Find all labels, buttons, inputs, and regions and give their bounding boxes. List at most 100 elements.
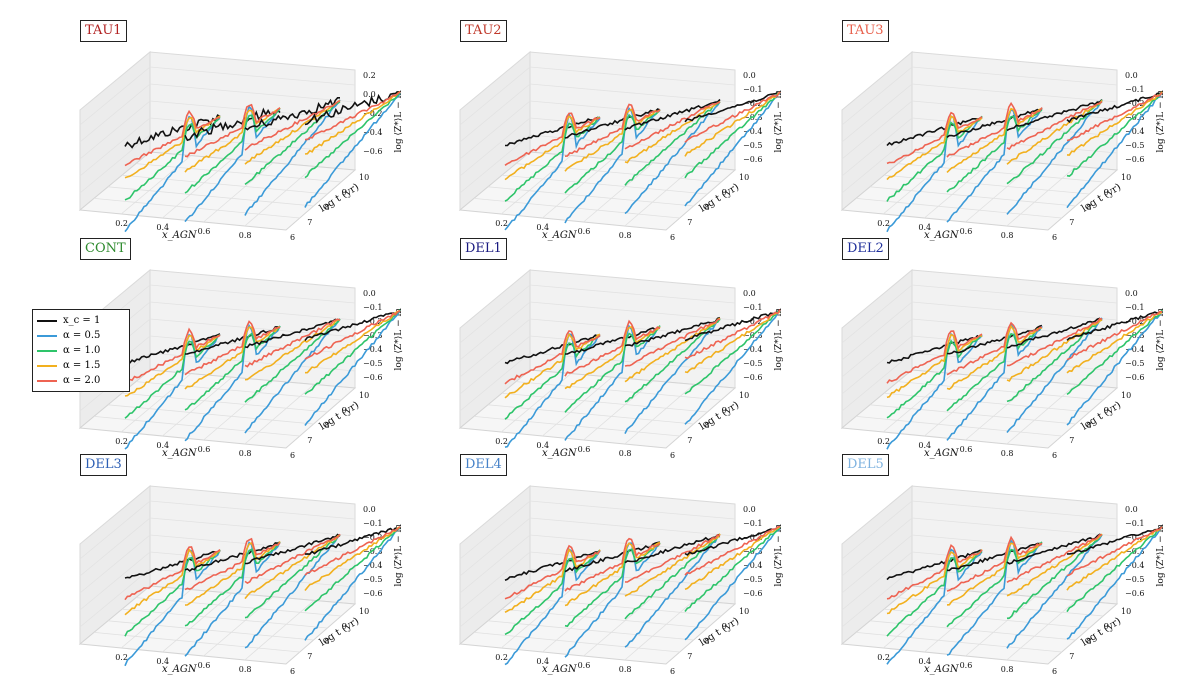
series-line-0 bbox=[1006, 533, 1103, 565]
wall-grid-line bbox=[149, 301, 356, 321]
series-line-0 bbox=[245, 533, 341, 565]
series-line-0 bbox=[946, 542, 1043, 572]
floor-grid-line bbox=[1006, 384, 1077, 445]
series-line-3 bbox=[1066, 526, 1163, 591]
floor-plane bbox=[458, 369, 737, 449]
z-tick-label: −0.5 bbox=[1125, 575, 1144, 584]
y-tick-label: 8 bbox=[325, 203, 330, 212]
y-tick-label: 6 bbox=[670, 233, 675, 242]
series-line-0 bbox=[624, 316, 721, 347]
floor-grid-line bbox=[897, 597, 1104, 617]
floor-grid-line bbox=[897, 163, 1104, 183]
legend-entry: x_c = 1 bbox=[37, 313, 125, 328]
x-tick-label: 0.8 bbox=[1001, 231, 1014, 240]
x-axis-label: x_AGN bbox=[162, 230, 198, 241]
y-tick-label: 9 bbox=[1104, 188, 1109, 197]
series-line-1 bbox=[564, 107, 661, 224]
z-tick-label: 0.0 bbox=[1125, 289, 1138, 298]
y-tick-label: 10 bbox=[359, 607, 369, 616]
series-line-3 bbox=[684, 310, 781, 374]
wall-grid-line bbox=[911, 500, 1118, 520]
series-line-1 bbox=[886, 115, 983, 233]
series-line-1 bbox=[946, 107, 1043, 223]
z-tick-label: −0.2 bbox=[363, 533, 382, 542]
wall-grid-line bbox=[911, 83, 1118, 103]
z-tick-label: −0.5 bbox=[743, 359, 762, 368]
series-line-4 bbox=[124, 327, 221, 384]
series-line-2 bbox=[504, 116, 601, 202]
series-line-1 bbox=[504, 112, 601, 231]
y-tick-label: 9 bbox=[1104, 622, 1109, 631]
series-line-1 bbox=[124, 115, 221, 233]
series-line-0 bbox=[946, 108, 1043, 138]
series-line-4 bbox=[304, 91, 401, 141]
floor-grid-line bbox=[583, 596, 654, 657]
floor-grid-line bbox=[583, 380, 654, 441]
series-line-3 bbox=[946, 542, 1043, 606]
series-line-0 bbox=[504, 333, 601, 365]
z-tick-label: −0.1 bbox=[1125, 85, 1144, 94]
wall-grid-line bbox=[911, 66, 1118, 86]
series-line-1 bbox=[1066, 526, 1163, 640]
floor-grid-line bbox=[203, 162, 274, 223]
series-line-4 bbox=[684, 309, 781, 360]
series-line-0 bbox=[1066, 91, 1163, 124]
series-line-0 bbox=[946, 324, 1043, 355]
y-tick-label: 9 bbox=[722, 406, 727, 415]
floor-grid-line bbox=[924, 592, 995, 653]
x-tick-label: 0.6 bbox=[960, 227, 973, 236]
z-tick-label: −0.4 bbox=[363, 561, 382, 570]
z-tick-label: −0.5 bbox=[363, 359, 382, 368]
series-line-0 bbox=[684, 309, 781, 342]
wall-grid-line bbox=[841, 83, 913, 143]
series-line-0 bbox=[1006, 317, 1103, 349]
series-line-3 bbox=[304, 309, 401, 374]
floor-grid-line bbox=[203, 596, 274, 657]
wall-grid-line bbox=[79, 66, 151, 126]
series-line-1 bbox=[244, 318, 341, 434]
y-tick-label: 7 bbox=[1069, 218, 1074, 227]
floor-grid-line bbox=[107, 404, 314, 425]
z-axis-label: log ⟨Z*⟩L − m bbox=[394, 524, 404, 587]
z-axis-label: log ⟨Z*⟩L − m bbox=[774, 308, 784, 371]
series-line-4 bbox=[1006, 317, 1103, 367]
series-line-3 bbox=[1006, 319, 1103, 382]
z-tick-label: 0.0 bbox=[1125, 505, 1138, 514]
x-tick-label: 0.6 bbox=[198, 227, 211, 236]
y-tick-label: 7 bbox=[1069, 436, 1074, 445]
series-line-4 bbox=[184, 537, 281, 591]
wall-grid-line bbox=[79, 551, 151, 611]
series-line-2 bbox=[684, 92, 780, 179]
legend-label: α = 0.5 bbox=[63, 330, 101, 341]
z-tick-label: −0.2 bbox=[363, 317, 382, 326]
wall-grid-line bbox=[459, 568, 531, 628]
floor-grid-line bbox=[244, 384, 315, 445]
z-tick-label: −0.4 bbox=[743, 345, 762, 354]
z-tick-label: −0.6 bbox=[743, 373, 762, 382]
wall-grid-line bbox=[841, 318, 913, 378]
series-line-1 bbox=[184, 541, 281, 657]
wall-grid-line bbox=[841, 568, 913, 628]
x-tick-label: 0.2 bbox=[495, 437, 508, 446]
series-line-2 bbox=[684, 310, 781, 395]
x-tick-label: 0.2 bbox=[495, 219, 508, 228]
wall-grid-line bbox=[529, 66, 736, 86]
series-line-1 bbox=[624, 101, 721, 215]
wall-grid-line bbox=[459, 134, 531, 194]
z-axis-label: log ⟨Z*⟩L − m bbox=[394, 308, 404, 371]
y-tick-label: 7 bbox=[1069, 652, 1074, 661]
y-tick-label: 9 bbox=[722, 188, 727, 197]
y-tick-label: 10 bbox=[1121, 173, 1131, 182]
series-line-3 bbox=[184, 325, 281, 390]
z-tick-label: −0.3 bbox=[363, 547, 382, 556]
series-line-0 bbox=[124, 114, 221, 149]
y-tick-label: 6 bbox=[1052, 451, 1057, 460]
floor-grid-line bbox=[924, 376, 995, 437]
z-tick-label: −0.1 bbox=[743, 519, 762, 528]
floor-grid-line bbox=[897, 381, 1104, 401]
x-axis-label: x_AGN bbox=[542, 664, 578, 675]
z-tick-label: −0.2 bbox=[1125, 317, 1144, 326]
